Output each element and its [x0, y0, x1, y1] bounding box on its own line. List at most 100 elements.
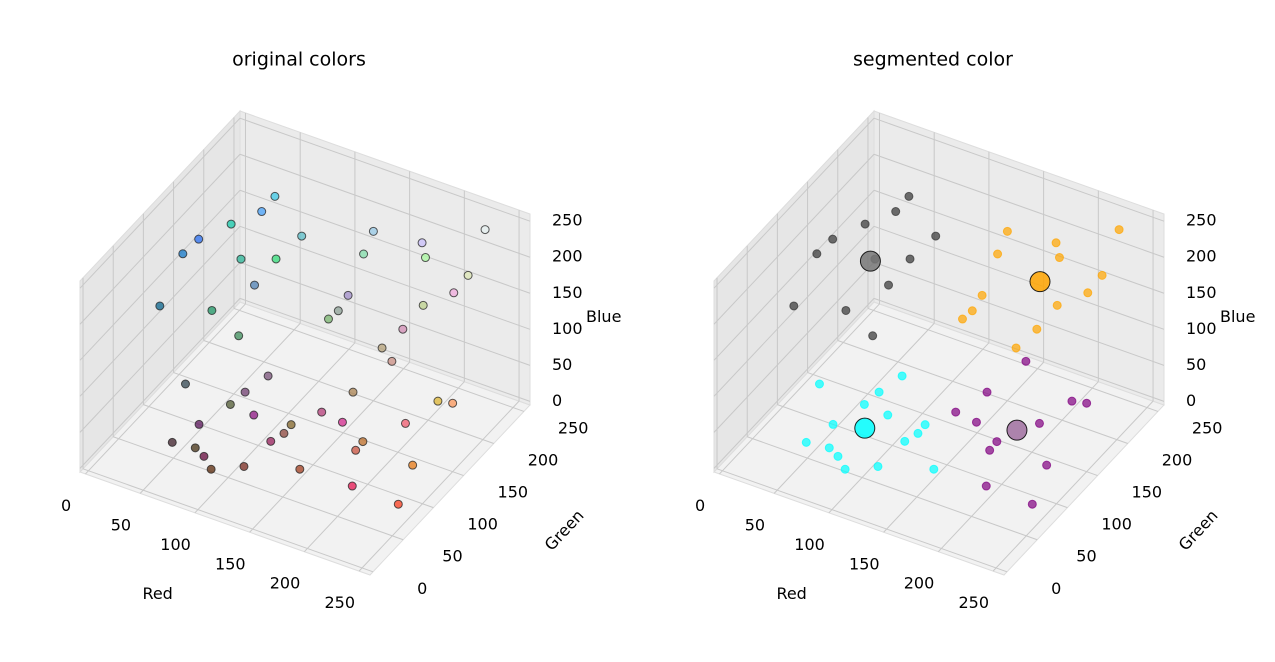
z-tick-label: 150: [552, 283, 583, 302]
x-tick-label: 0: [695, 496, 705, 515]
panel: 0501001502002500501001502002500501001502…: [695, 49, 1255, 613]
point: [828, 419, 838, 429]
centroid: [1029, 271, 1051, 293]
grid-line: [113, 436, 404, 541]
point: [868, 331, 878, 341]
grid-line: [82, 468, 374, 573]
point: [347, 481, 357, 491]
point: [226, 219, 236, 229]
point: [480, 225, 490, 235]
x-axis-label: Red: [142, 584, 172, 603]
y-axis-label: Green: [1175, 506, 1222, 554]
point: [860, 219, 870, 229]
grid-line: [719, 303, 880, 475]
point: [343, 290, 353, 300]
point: [408, 460, 418, 470]
y-tick-label: 50: [1076, 547, 1096, 566]
grid-line: [239, 189, 531, 294]
y-tick-label: 0: [417, 579, 427, 598]
point: [824, 443, 834, 453]
point: [1097, 270, 1107, 280]
grid-line: [867, 307, 1159, 412]
point: [883, 410, 893, 420]
x-tick-label: 250: [324, 593, 355, 612]
point: [297, 231, 307, 241]
grid-line: [747, 436, 1038, 541]
point: [368, 226, 378, 236]
z-tick-label: 50: [1186, 355, 1206, 374]
point: [812, 249, 822, 259]
grid-line: [883, 361, 1044, 533]
grid-line: [358, 400, 520, 572]
grid-line: [873, 117, 1165, 222]
x-tick-label: 50: [111, 515, 131, 534]
z-tick-label: 250: [1186, 211, 1217, 230]
point: [463, 270, 473, 280]
point: [1042, 460, 1052, 470]
point: [418, 300, 428, 310]
point: [801, 437, 811, 447]
grid-line: [239, 225, 531, 330]
point: [199, 451, 209, 461]
grid-line: [828, 342, 990, 514]
point: [951, 407, 961, 417]
point: [971, 417, 981, 427]
point: [236, 254, 246, 264]
grid-line: [716, 468, 1008, 573]
grid-line: [139, 323, 301, 494]
point: [167, 437, 177, 447]
point: [393, 499, 403, 509]
point: [891, 207, 901, 217]
point: [967, 306, 977, 316]
point: [1034, 418, 1044, 428]
point: [840, 464, 850, 474]
grid-line: [713, 189, 875, 361]
grid-line: [937, 381, 1099, 553]
point: [1002, 226, 1012, 236]
x-tick-label: 100: [160, 535, 191, 554]
grid-line: [79, 189, 241, 361]
grid-line: [233, 307, 525, 412]
point: [920, 420, 930, 430]
x-tick-label: 50: [745, 515, 765, 534]
point: [985, 445, 995, 455]
y-tick-label: 100: [1101, 515, 1132, 534]
grid-line: [873, 225, 1165, 330]
point: [387, 356, 397, 366]
point: [257, 207, 267, 217]
left-pane: [713, 109, 875, 474]
point: [433, 396, 443, 406]
centroid: [859, 250, 881, 272]
grid-line: [713, 298, 875, 469]
z-tick-label: 100: [552, 319, 583, 338]
point: [1052, 300, 1062, 310]
grid-line: [713, 225, 875, 397]
point: [377, 343, 387, 353]
point: [400, 418, 410, 428]
centroid: [854, 417, 876, 439]
grid-line: [143, 404, 434, 509]
y-axis-label: Green: [541, 506, 588, 554]
point: [420, 253, 430, 263]
point: [194, 234, 204, 244]
point: [913, 428, 923, 438]
point: [333, 306, 343, 316]
point: [358, 437, 368, 447]
y-tick-label: 0: [1051, 579, 1061, 598]
point: [207, 305, 217, 315]
point: [351, 445, 361, 455]
point: [874, 387, 884, 397]
grid-line: [79, 117, 241, 289]
y-tick-label: 250: [1192, 418, 1223, 437]
point: [178, 249, 188, 259]
z-tick-label: 0: [1186, 391, 1196, 410]
grid-line: [79, 153, 241, 325]
point: [249, 410, 259, 420]
point: [263, 371, 273, 381]
grid-line: [873, 153, 1165, 258]
point: [359, 249, 369, 259]
y-tick-label: 150: [1132, 483, 1163, 502]
point: [348, 387, 358, 397]
point: [155, 301, 165, 311]
